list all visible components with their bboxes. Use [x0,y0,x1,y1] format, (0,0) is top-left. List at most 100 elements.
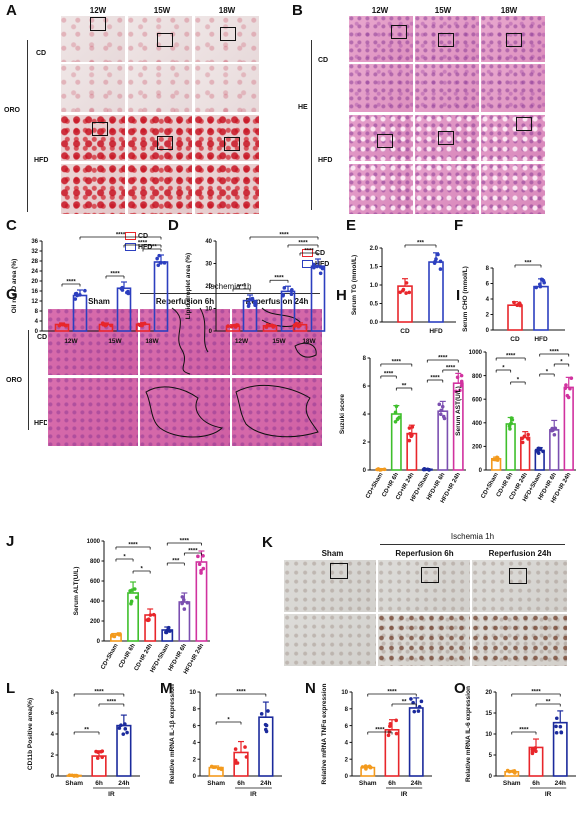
data-point [410,425,415,429]
y-tick-label: 600 [472,397,483,403]
y-tick-label: 0 [35,329,39,335]
col-label-rep-6h: Reperfusion 6h [395,549,454,558]
micrograph-a-cd-12w-zoom [60,63,126,113]
y-tick-label: 2 [51,753,55,759]
sig-label: **** [392,360,402,366]
zoom-box [509,568,527,584]
legend-item-hfd: HFD [125,243,152,251]
data-point [394,718,398,723]
data-point [155,256,159,261]
panel-label-b: B [292,2,303,19]
stain-label-oro: ORO [4,107,20,114]
sig-label: **** [438,356,448,362]
data-point [201,554,205,558]
y-tick-label: 20 [31,279,38,285]
legend-label: HFD [314,260,330,268]
col-label-18w: 18W [218,6,236,15]
zoom-box [438,131,454,145]
x-tick-label: 24h [411,780,422,787]
data-point [526,432,530,437]
data-point [541,278,546,283]
necrosis-outline [171,307,209,375]
sig-label: * [227,718,230,724]
data-point [379,467,383,472]
sig-label: **** [110,272,120,278]
sig-label: **** [237,285,247,291]
ir-group-label: IR [250,791,257,798]
panel-label-j: J [6,533,15,550]
sig-label: **** [304,249,314,255]
x-tick-label: 15W [272,338,286,345]
x-tick-label: CD [510,336,520,343]
data-point [197,562,202,567]
y-tick-label: 1.0 [370,283,379,289]
data-point [516,302,521,307]
data-point [394,404,399,409]
legend-swatch-cd [125,232,136,240]
x-tick-label: Sham [359,780,377,787]
bar [310,265,326,332]
data-point [73,297,78,301]
sig-label: **** [147,245,157,251]
micrograph-b-hfd-18w-zoom [480,163,546,215]
data-point [132,587,137,591]
data-point [508,427,512,431]
data-point [404,291,408,295]
data-point [438,267,443,271]
data-point [455,375,460,380]
y-tick-label: 10 [341,690,348,696]
y-tick-label: 8 [486,266,490,272]
y-tick-label: 30 [205,262,212,268]
bar [428,261,444,323]
y-tick-label: 2.0 [370,246,379,252]
bar [153,261,169,332]
data-point [109,323,113,328]
micrograph-b-cd-12w [348,15,414,63]
y-tick-label: 1000 [87,539,101,545]
data-point [63,323,67,327]
bar [507,304,523,331]
stain-label-he: HE [298,104,308,111]
data-point [266,709,270,713]
data-point [312,265,316,270]
sig-label: **** [298,241,308,247]
data-point [96,750,100,754]
y-tick-label: 2 [486,313,490,319]
data-point [401,288,405,293]
y-tick-label: 6 [51,711,55,717]
x-tick-label: 6h [95,780,103,787]
data-point [495,458,500,462]
data-point [564,383,568,387]
y-tick-label: 6 [486,282,490,288]
data-point [549,428,554,432]
sig-label: **** [550,350,560,356]
y-tick-label: 0 [363,468,367,474]
zoom-box [220,27,236,41]
col-label-12w: 12W [371,6,389,15]
data-point [74,291,79,296]
data-point [538,446,543,451]
data-point [407,426,412,430]
x-tick-label: 6h [237,780,245,787]
data-point [459,383,464,388]
sig-label: **** [180,539,190,545]
data-point [282,286,287,290]
micrograph-a-cd-18w-zoom [194,63,260,113]
bracket-line [311,40,312,210]
data-point [422,467,426,472]
legend-item-cd: CD [125,232,152,240]
data-point [510,417,515,422]
micrograph-b-hfd-18w [480,114,546,162]
data-point [568,386,572,391]
col-label-rep-24h: Reperfusion 24h [488,549,552,558]
x-tick-label: HFD [534,336,548,343]
necrosis-outline [235,385,319,438]
panel-label-e: E [346,217,357,234]
data-point [558,724,563,729]
legend-swatch-hfd [125,243,136,251]
data-point [244,755,249,759]
y-tick-label: 2 [193,757,197,763]
data-point [289,289,294,293]
data-point [243,745,247,749]
data-point [536,451,541,455]
